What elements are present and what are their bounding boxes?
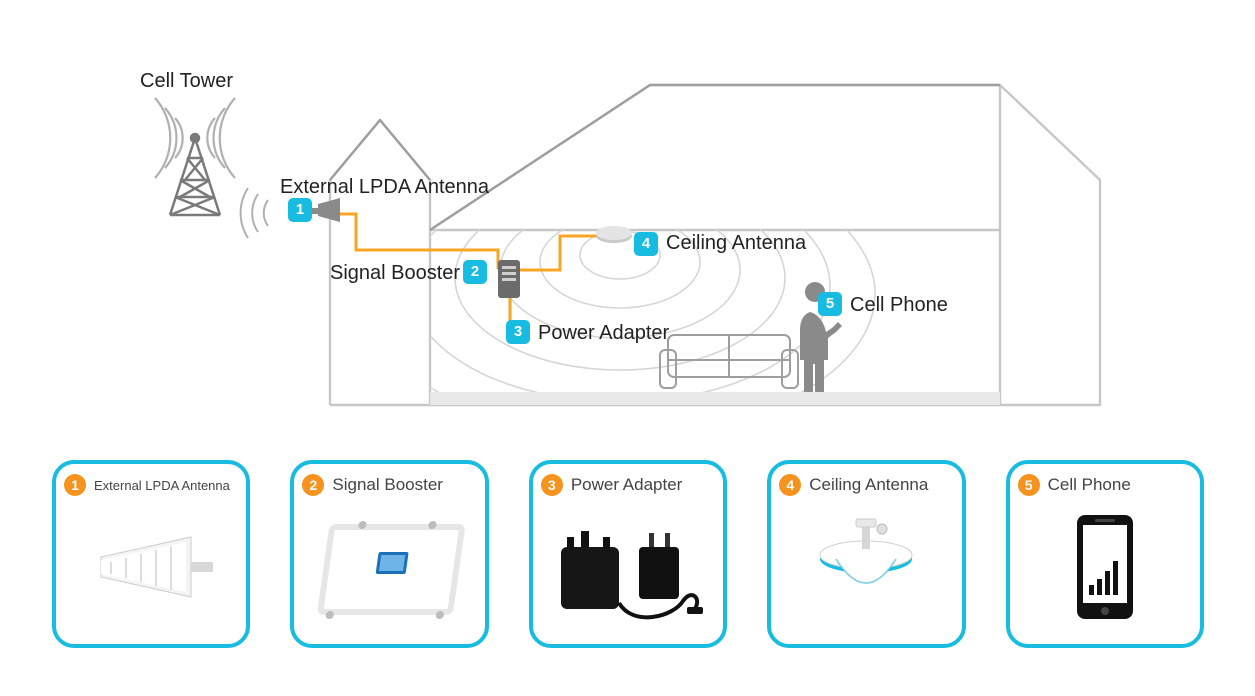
card-cell-phone: 5 Cell Phone	[1006, 460, 1204, 648]
floor-shade	[430, 392, 1000, 405]
card-number-3: 3	[541, 474, 563, 496]
ceiling-antenna-icon	[596, 226, 632, 243]
power-adapter-label: Power Adapter	[538, 322, 669, 345]
ceiling-antenna-product-icon	[786, 507, 946, 627]
booster-product-icon	[305, 507, 475, 627]
signal-booster-icon	[498, 260, 520, 298]
ceiling-antenna-label: Ceiling Antenna	[666, 232, 806, 255]
adapter-product-icon	[543, 507, 713, 627]
signal-booster-label: Signal Booster	[330, 262, 460, 285]
component-cards-row: 1 External LPDA Antenna 2 Signal Booster	[52, 460, 1204, 648]
cell-phone-product-icon	[1045, 507, 1165, 627]
lpda-label: External LPDA Antenna	[280, 176, 489, 199]
diagram-badge-3: 3	[506, 320, 530, 344]
lpda-product-icon	[76, 512, 226, 622]
lpda-antenna-icon	[312, 198, 340, 222]
card-signal-booster: 2 Signal Booster	[290, 460, 488, 648]
card-label-4: Ceiling Antenna	[809, 475, 928, 495]
couch-icon	[660, 335, 798, 388]
card-label-1: External LPDA Antenna	[94, 478, 230, 493]
installation-diagram	[0, 0, 1255, 460]
lpda-signal-waves	[241, 188, 268, 238]
card-label-5: Cell Phone	[1048, 475, 1131, 495]
card-ceiling-antenna: 4 Ceiling Antenna	[767, 460, 965, 648]
diagram-badge-4: 4	[634, 232, 658, 256]
diagram-badge-5: 5	[818, 292, 842, 316]
card-number-1: 1	[64, 474, 86, 496]
cell-tower-label: Cell Tower	[140, 70, 233, 93]
cell-tower-icon	[170, 134, 220, 215]
diagram-badge-1: 1	[288, 198, 312, 222]
card-number-2: 2	[302, 474, 324, 496]
card-lpda-antenna: 1 External LPDA Antenna	[52, 460, 250, 648]
card-number-5: 5	[1018, 474, 1040, 496]
card-label-2: Signal Booster	[332, 475, 443, 495]
card-power-adapter: 3 Power Adapter	[529, 460, 727, 648]
card-number-4: 4	[779, 474, 801, 496]
diagram-badge-2: 2	[463, 260, 487, 284]
card-label-3: Power Adapter	[571, 475, 683, 495]
cell-phone-label: Cell Phone	[850, 294, 948, 317]
